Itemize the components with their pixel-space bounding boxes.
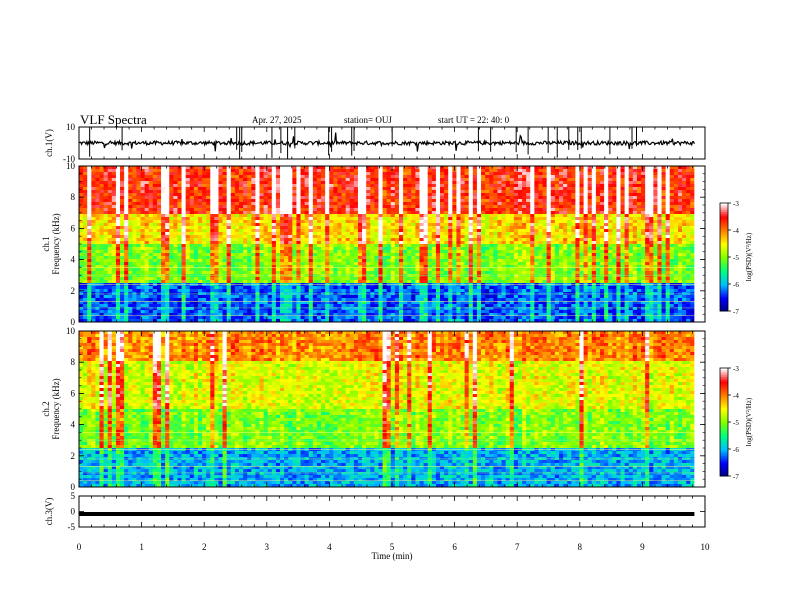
- x-tick-label: 10: [701, 542, 711, 552]
- date-label: Apr. 27, 2025: [252, 115, 302, 125]
- y-axis-label: ch.1: [41, 236, 51, 251]
- x-tick-label: 6: [452, 542, 457, 552]
- y-tick-label: 6: [71, 223, 76, 233]
- y-tick-label: 0: [71, 482, 76, 492]
- x-tick-label: 4: [327, 542, 332, 552]
- waveform-trace-ch1: [78, 132, 695, 152]
- station-label: station= OUJ: [344, 115, 392, 125]
- y-axis-label: ch.1(V): [44, 129, 54, 157]
- x-tick-label: 7: [515, 542, 520, 552]
- y-axis-label: Frequency (kHz): [51, 213, 61, 274]
- colorbar-ch2: -3 -4 -5 -6 -7 log(PSD)(V²/Hz): [719, 365, 753, 481]
- y-tick-label: 10: [66, 122, 76, 132]
- y-tick-label: 0: [71, 317, 76, 327]
- x-tick-label: 9: [640, 542, 645, 552]
- y-tick-label: 10: [66, 161, 76, 171]
- y-tick-label: 8: [71, 192, 76, 202]
- colorbar-tick-label: -5: [733, 254, 739, 262]
- start-time-label: start UT = 22: 40: 0: [438, 115, 510, 125]
- colorbar-ch1: -3 -4 -5 -6 -7 log(PSD)(V²/Hz): [719, 200, 753, 316]
- spectrogram-ch1: [79, 166, 705, 323]
- colorbar-tick-label: -4: [733, 227, 739, 235]
- y-tick-label: 5: [71, 491, 76, 501]
- x-tick-label: 5: [390, 542, 395, 552]
- colorbar-tick-label: -3: [733, 365, 739, 373]
- colorbar-tick-label: -5: [733, 419, 739, 427]
- x-tick-label: 8: [578, 542, 583, 552]
- y-tick-label: -5: [68, 522, 76, 532]
- colorbar-tick-label: -4: [733, 392, 739, 400]
- y-axis-label: ch.2: [41, 401, 51, 416]
- y-tick-label: 0: [71, 507, 76, 517]
- y-tick-label: 4: [71, 420, 76, 430]
- colorbar-tick-label: -3: [733, 200, 739, 208]
- y-axis-label: Frequency (kHz): [51, 378, 61, 439]
- y-tick-label: 10: [66, 326, 76, 336]
- spectrogram-ch2: [79, 331, 705, 488]
- colorbar-tick-label: -7: [733, 473, 739, 481]
- colorbar-tick-label: -6: [733, 281, 739, 289]
- x-tick-label: 0: [77, 542, 82, 552]
- figure-title: VLF Spectra: [80, 112, 147, 127]
- colorbar-label: log(PSD)(V²/Hz): [745, 232, 753, 281]
- y-tick-label: 6: [71, 388, 76, 398]
- x-axis-label: Time (min): [372, 551, 413, 561]
- colorbar-tick-label: -7: [733, 308, 739, 316]
- y-tick-label: 8: [71, 357, 76, 367]
- colorbar-tick-label: -6: [733, 446, 739, 454]
- y-tick-label: 4: [71, 255, 76, 265]
- y-tick-label: 2: [71, 286, 76, 296]
- x-tick-label: 1: [139, 542, 144, 552]
- x-tick-label: 2: [202, 542, 207, 552]
- y-tick-label: -10: [63, 154, 75, 164]
- y-axis-label: ch.3(V): [44, 498, 54, 526]
- colorbar-label: log(PSD)(V²/Hz): [745, 397, 753, 446]
- y-tick-label: 2: [71, 451, 76, 461]
- x-tick-label: 3: [265, 542, 270, 552]
